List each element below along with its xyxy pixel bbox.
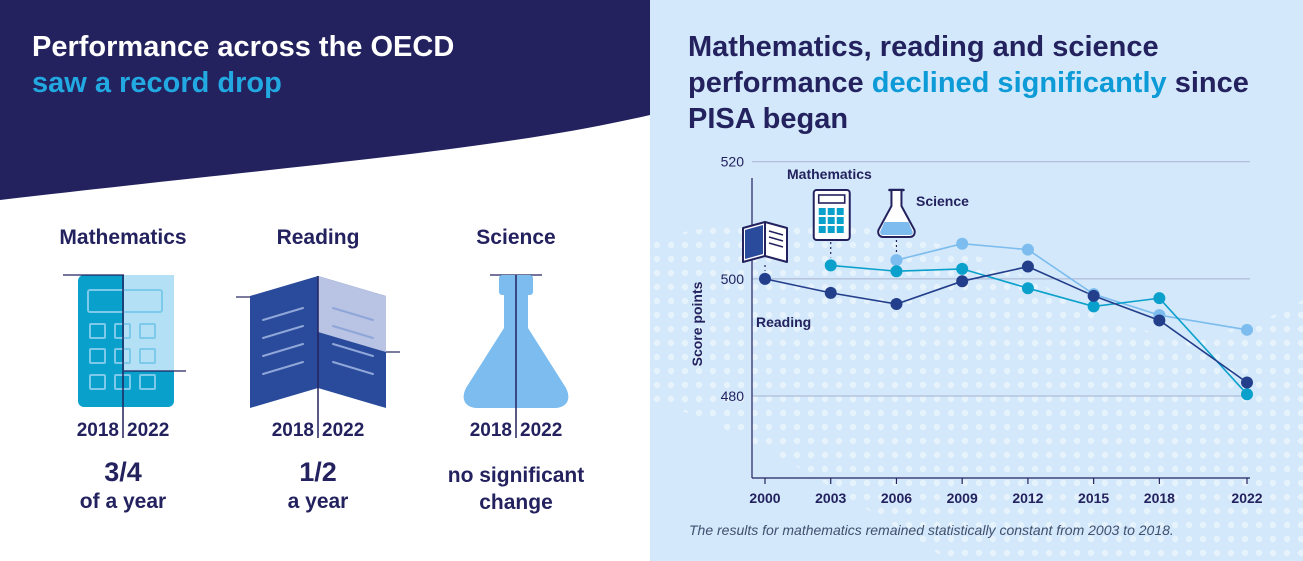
x-tick-label: 2000 (749, 490, 780, 506)
x-tick-label: 2015 (1078, 490, 1109, 506)
series-label-science: Science (916, 193, 969, 209)
data-point-reading (1153, 314, 1166, 327)
no-change-text: no significant change (426, 462, 606, 516)
data-point-science (956, 237, 969, 250)
data-point-mathematics (1087, 300, 1100, 313)
series-label-reading: Reading (756, 314, 811, 330)
year-2018-label: 2018 (76, 420, 119, 441)
y-axis-label: Score points (689, 281, 705, 366)
calculator-icon (812, 189, 851, 241)
data-point-science (890, 254, 903, 267)
left-panel: Performance across the OECD saw a record… (0, 0, 650, 561)
series-label-mathematics: Mathematics (787, 166, 872, 182)
year-2022-label: 2022 (127, 420, 170, 441)
left-title-line2: saw a record drop (32, 67, 282, 99)
data-point-reading (956, 275, 969, 288)
drop-amount: 1/2 (299, 457, 337, 487)
year-2018-label: 2018 (469, 420, 512, 441)
no-change-line2: change (479, 491, 553, 514)
data-point-mathematics (1021, 282, 1034, 295)
data-point-mathematics (1153, 292, 1166, 305)
drop-amount: 3/4 (104, 457, 142, 487)
line-chart: 480 500 520 2000 2003 2006 2009 2012 2015 2018 202… (689, 154, 1263, 506)
drop-unit: a year (287, 490, 349, 513)
x-tick-label: 2009 (947, 490, 978, 506)
left-title: Performance across the OECD saw a record… (32, 29, 454, 101)
data-point-reading (759, 272, 771, 285)
y-tick-label: 520 (721, 154, 745, 170)
right-panel: Mathematics, reading and science perform… (650, 0, 1303, 561)
calculator-icon (63, 274, 186, 438)
y-tick-label: 500 (721, 271, 745, 287)
subject-name: Mathematics (59, 226, 187, 249)
data-point-reading (1021, 260, 1034, 273)
data-point-reading (1241, 376, 1253, 389)
data-point-mathematics (890, 265, 903, 278)
drop-unit: of a year (79, 490, 167, 513)
series-line-reading (764, 265, 1248, 384)
data-point-reading (824, 286, 837, 299)
right-title-part2: since PISA began (688, 67, 1249, 135)
footnote: The results for mathematics remained sta… (689, 522, 1174, 538)
data-point-mathematics (1241, 388, 1253, 401)
x-tick-label: 2022 (1231, 490, 1262, 506)
open-book-icon (236, 276, 400, 438)
right-title-highlight: declined significantly (871, 67, 1167, 99)
subject-name: Science (476, 226, 556, 249)
series-line-mathematics (830, 264, 1248, 395)
y-tick-label: 480 (721, 388, 745, 404)
data-point-science (1021, 243, 1034, 256)
subject-name: Reading (276, 226, 360, 249)
x-tick-label: 2006 (881, 490, 912, 506)
data-point-reading (890, 298, 903, 311)
data-point-mathematics (824, 259, 837, 272)
right-title-part1: Mathematics, reading and science perform… (688, 31, 1159, 99)
no-change-line1: no significant (447, 464, 585, 487)
flask-icon (463, 274, 569, 438)
x-tick-label: 2003 (815, 490, 846, 506)
flask-icon (877, 188, 916, 238)
year-2022-label: 2022 (520, 420, 563, 441)
year-2022-label: 2022 (322, 420, 365, 441)
right-title: Mathematics, reading and science perform… (688, 29, 1288, 137)
open-book-icon (742, 221, 788, 263)
data-point-science (1241, 323, 1253, 336)
x-tick-label: 2012 (1012, 490, 1043, 506)
data-point-mathematics (956, 262, 969, 275)
background-dot-pattern (650, 222, 1303, 561)
data-point-reading (1087, 289, 1100, 302)
title-banner-shape (0, 0, 650, 200)
series-line-science (896, 242, 1248, 331)
year-2018-label: 2018 (271, 420, 314, 441)
left-title-line1: Performance across the OECD (32, 31, 455, 63)
x-tick-label: 2018 (1144, 490, 1175, 506)
